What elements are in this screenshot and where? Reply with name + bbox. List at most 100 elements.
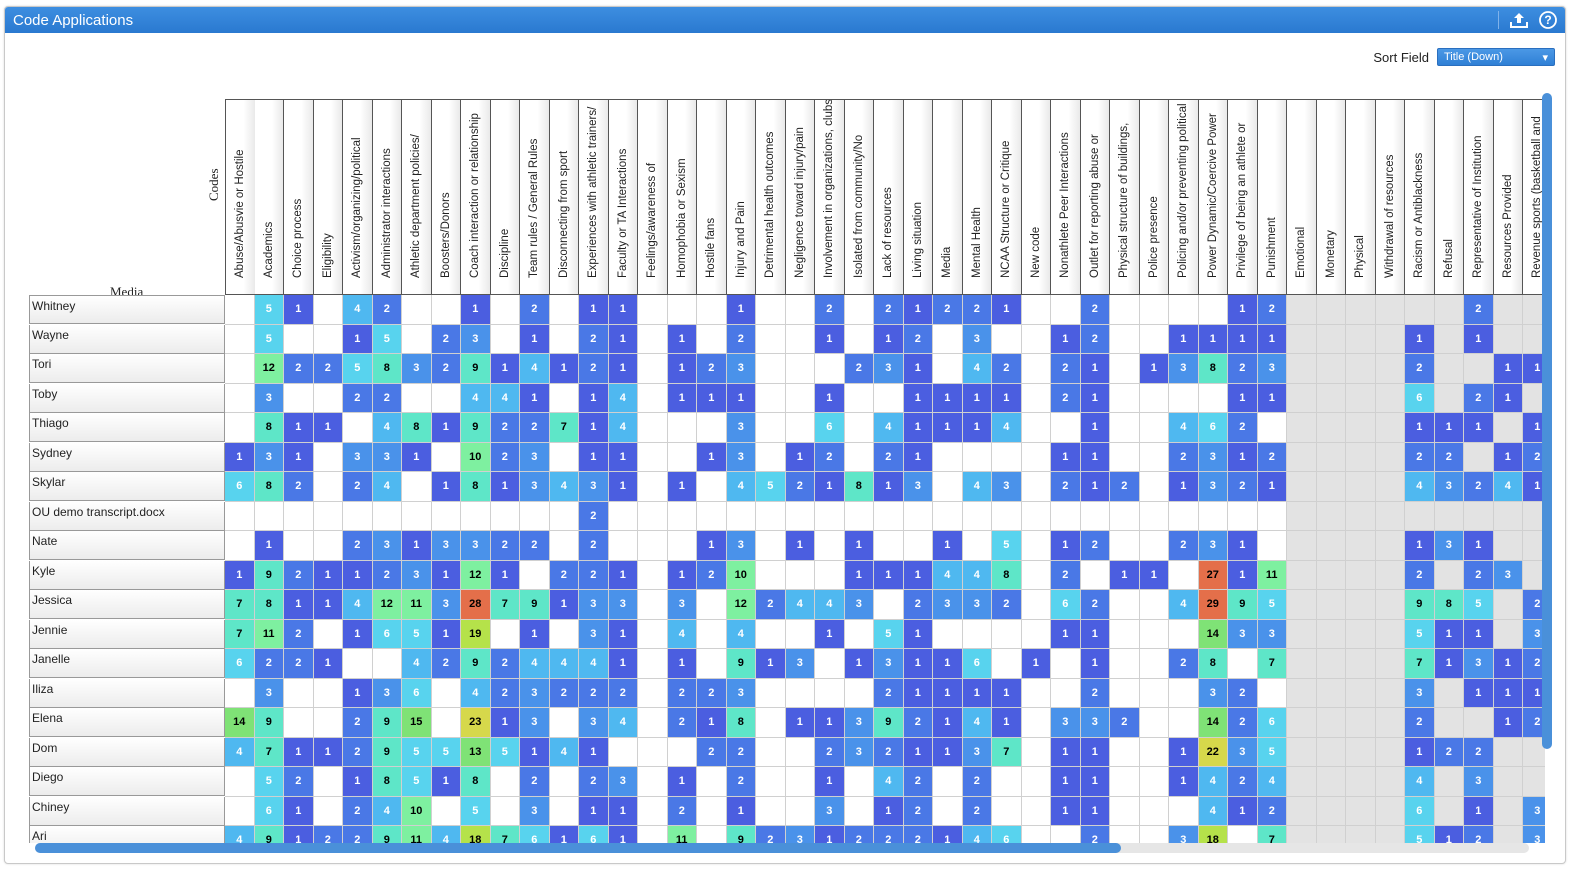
- matrix-cell[interactable]: [1169, 619, 1199, 649]
- matrix-cell[interactable]: 1: [992, 708, 1022, 738]
- matrix-cell[interactable]: 1: [284, 442, 314, 472]
- matrix-cell[interactable]: [638, 619, 668, 649]
- matrix-cell[interactable]: 3: [785, 826, 815, 843]
- matrix-cell[interactable]: [490, 501, 520, 531]
- matrix-cell[interactable]: 1: [874, 324, 904, 354]
- matrix-cell[interactable]: 4: [225, 826, 255, 843]
- matrix-cell[interactable]: 3: [1198, 472, 1228, 502]
- matrix-cell[interactable]: [1228, 501, 1258, 531]
- matrix-cell[interactable]: 1: [254, 531, 284, 561]
- matrix-cell[interactable]: [1080, 501, 1110, 531]
- matrix-cell[interactable]: [1316, 442, 1346, 472]
- matrix-cell[interactable]: 1: [1523, 413, 1545, 443]
- matrix-cell[interactable]: 8: [1434, 590, 1464, 620]
- matrix-cell[interactable]: 2: [1523, 590, 1545, 620]
- matrix-cell[interactable]: 1: [608, 442, 638, 472]
- matrix-cell[interactable]: 2: [1110, 708, 1140, 738]
- matrix-cell[interactable]: [372, 649, 402, 679]
- matrix-cell[interactable]: 1: [284, 295, 314, 325]
- matrix-cell[interactable]: 9: [520, 590, 550, 620]
- matrix-cell[interactable]: [1316, 826, 1346, 843]
- matrix-cell[interactable]: 9: [1405, 590, 1435, 620]
- matrix-cell[interactable]: 2: [1464, 826, 1494, 843]
- matrix-cell[interactable]: 2: [903, 590, 933, 620]
- matrix-cell[interactable]: [638, 295, 668, 325]
- matrix-cell[interactable]: [402, 472, 432, 502]
- matrix-cell[interactable]: [1021, 324, 1051, 354]
- matrix-cell[interactable]: 9: [372, 708, 402, 738]
- matrix-cell[interactable]: 3: [402, 354, 432, 384]
- matrix-cell[interactable]: 1: [1021, 649, 1051, 679]
- matrix-cell[interactable]: 1: [490, 472, 520, 502]
- matrix-cell[interactable]: 4: [962, 560, 992, 590]
- matrix-cell[interactable]: 1: [844, 560, 874, 590]
- column-header[interactable]: Choice process: [284, 99, 314, 295]
- matrix-cell[interactable]: [1110, 737, 1140, 767]
- matrix-cell[interactable]: 7: [490, 826, 520, 843]
- matrix-cell[interactable]: 1: [785, 531, 815, 561]
- row-header-media[interactable]: Jennie: [29, 619, 225, 649]
- vertical-scrollbar[interactable]: [1542, 93, 1552, 749]
- matrix-cell[interactable]: [225, 324, 255, 354]
- matrix-cell[interactable]: [756, 737, 786, 767]
- matrix-cell[interactable]: [1346, 531, 1376, 561]
- matrix-cell[interactable]: 1: [1434, 619, 1464, 649]
- matrix-cell[interactable]: [1287, 796, 1317, 826]
- matrix-cell[interactable]: [284, 531, 314, 561]
- matrix-cell[interactable]: 2: [962, 295, 992, 325]
- matrix-cell[interactable]: 1: [1080, 737, 1110, 767]
- matrix-cell[interactable]: [756, 413, 786, 443]
- matrix-cell[interactable]: 4: [520, 649, 550, 679]
- column-header[interactable]: Experiences with athletic trainers/: [579, 99, 609, 295]
- matrix-cell[interactable]: [1346, 295, 1376, 325]
- matrix-cell[interactable]: [1021, 796, 1051, 826]
- matrix-cell[interactable]: [1375, 649, 1405, 679]
- matrix-cell[interactable]: 2: [726, 324, 756, 354]
- matrix-cell[interactable]: 1: [579, 442, 609, 472]
- matrix-cell[interactable]: 1: [1405, 531, 1435, 561]
- matrix-cell[interactable]: [1316, 324, 1346, 354]
- matrix-cell[interactable]: 1: [992, 295, 1022, 325]
- matrix-cell[interactable]: 1: [579, 796, 609, 826]
- matrix-cell[interactable]: [549, 383, 579, 413]
- matrix-cell[interactable]: 1: [1493, 354, 1523, 384]
- matrix-cell[interactable]: 1: [726, 383, 756, 413]
- matrix-cell[interactable]: 14: [1198, 708, 1228, 738]
- matrix-cell[interactable]: 9: [1228, 590, 1258, 620]
- matrix-cell[interactable]: [1287, 295, 1317, 325]
- matrix-cell[interactable]: 1: [1228, 531, 1258, 561]
- matrix-cell[interactable]: 2: [1405, 442, 1435, 472]
- matrix-cell[interactable]: [1051, 649, 1081, 679]
- matrix-cell[interactable]: 2: [697, 560, 727, 590]
- matrix-cell[interactable]: [756, 295, 786, 325]
- matrix-cell[interactable]: [1110, 324, 1140, 354]
- matrix-cell[interactable]: [1434, 560, 1464, 590]
- matrix-cell[interactable]: [756, 324, 786, 354]
- matrix-cell[interactable]: 12: [726, 590, 756, 620]
- matrix-cell[interactable]: 3: [1434, 472, 1464, 502]
- matrix-cell[interactable]: [756, 767, 786, 797]
- column-header[interactable]: Living situation: [903, 99, 933, 295]
- matrix-cell[interactable]: 1: [1405, 737, 1435, 767]
- matrix-cell[interactable]: 2: [1464, 295, 1494, 325]
- matrix-cell[interactable]: [1346, 442, 1376, 472]
- matrix-cell[interactable]: 2: [343, 737, 373, 767]
- matrix-cell[interactable]: [1110, 796, 1140, 826]
- matrix-cell[interactable]: 5: [343, 354, 373, 384]
- matrix-cell[interactable]: 9: [874, 708, 904, 738]
- matrix-cell[interactable]: [1316, 531, 1346, 561]
- matrix-cell[interactable]: [874, 383, 904, 413]
- matrix-cell[interactable]: [1021, 560, 1051, 590]
- matrix-cell[interactable]: [1257, 678, 1287, 708]
- matrix-cell[interactable]: [1169, 560, 1199, 590]
- matrix-cell[interactable]: [1375, 737, 1405, 767]
- matrix-cell[interactable]: [1346, 678, 1376, 708]
- matrix-cell[interactable]: [1316, 413, 1346, 443]
- matrix-cell[interactable]: 8: [844, 472, 874, 502]
- matrix-cell[interactable]: [1375, 413, 1405, 443]
- matrix-cell[interactable]: 1: [933, 649, 963, 679]
- matrix-cell[interactable]: [313, 767, 343, 797]
- matrix-cell[interactable]: [1110, 767, 1140, 797]
- matrix-cell[interactable]: 8: [726, 708, 756, 738]
- matrix-cell[interactable]: 3: [1198, 531, 1228, 561]
